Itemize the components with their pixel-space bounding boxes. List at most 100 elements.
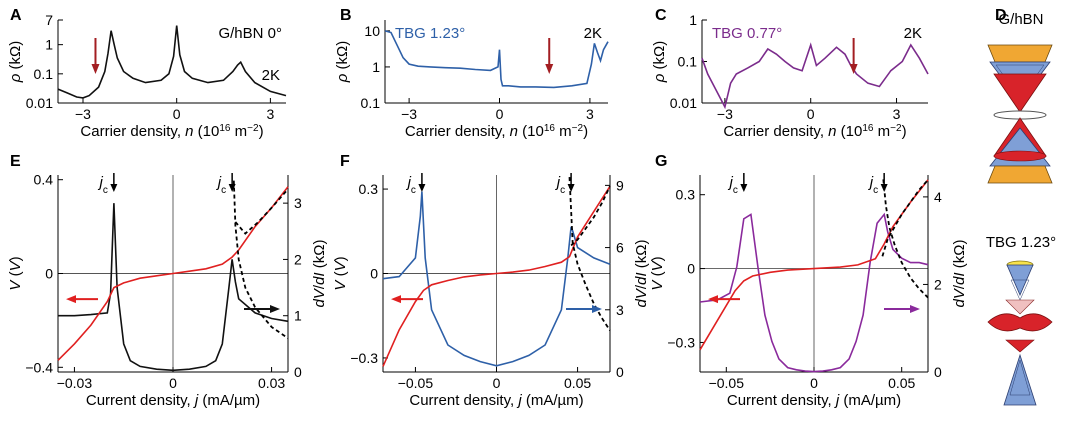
g-hbn-band-diagram — [987, 44, 1053, 184]
panel-f-left-arrowhead — [391, 295, 401, 304]
panel-g-y-axis-title: V (V) — [649, 256, 666, 290]
panel-g-left-arrowhead — [708, 295, 718, 304]
panel-f-y2-tick-label: 0 — [616, 364, 624, 380]
panel-f-y2-axis-title: dV/dI (kΩ) — [633, 240, 650, 308]
panel-f-y-axis-title: V (V) — [332, 256, 349, 290]
panel-g-fit-line — [882, 179, 929, 299]
panel-c-series-line — [701, 42, 929, 110]
panel-f-jc-label: jc — [555, 174, 565, 196]
panel-g-jc-arrowhead — [740, 184, 748, 192]
panel-f-y-tick-label: 0 — [370, 266, 378, 282]
panel-e-y2-tick-label: 2 — [294, 251, 302, 267]
panel-f-y2-tick-label: 9 — [616, 177, 624, 193]
panel-f-fit-line — [568, 177, 611, 331]
panel-f-y-tick-label: 0.3 — [359, 181, 379, 197]
panel-e-y2-tick-label: 0 — [294, 364, 302, 380]
panel-f: F −0.05 0 0.05 −0.3 0 0.3 0 3 6 9 Current density, … — [332, 153, 650, 409]
panel-e-y2-tick-label: 1 — [294, 308, 302, 324]
panel-g-letter: G — [655, 153, 667, 170]
panel-b-x-tick-label: 3 — [586, 106, 594, 122]
panel-e-jc-arrowhead — [228, 184, 236, 192]
panel-b-sample-label: TBG 1.23° — [395, 25, 465, 42]
panel-c-y-tick-label: 1 — [689, 12, 697, 28]
panel-d-bottom-label: TBG 1.23° — [986, 234, 1056, 251]
panel-g-v-line — [699, 179, 929, 351]
panel-c-marker-arrowhead — [849, 64, 858, 74]
panel-b-y-tick-label: 10 — [364, 23, 380, 39]
panel-e-fit-line — [234, 188, 289, 235]
panel-b-y-tick-label: 1 — [372, 59, 380, 75]
panel-e-v-line — [57, 186, 289, 361]
panel-g-x-tick-label: 0.05 — [888, 375, 915, 391]
panel-e-x-tick-label: 0.03 — [258, 375, 285, 391]
panel-g-fit-line — [881, 179, 929, 257]
panel-e-y-axis-title: V (V) — [7, 256, 24, 290]
panel-a-y-tick-label: 0.01 — [26, 95, 53, 111]
panel-e-y-tick-label: −0.4 — [25, 359, 53, 375]
panel-f-fit-line — [570, 185, 611, 247]
panel-e-jc-label: jc — [216, 174, 226, 196]
panel-letter-d: D — [995, 7, 1007, 24]
panel-g-y2-axis-title: dV/dI (kΩ) — [951, 240, 968, 308]
panel-f-y2-tick-label: 6 — [616, 240, 624, 256]
panel-e-didv-line — [58, 203, 289, 372]
panel-b: B −3 0 3 0.1 1 10 Carrier density, n (1016 m−2)… — [334, 7, 609, 141]
panel-b-letter: B — [340, 7, 352, 24]
panel-g-y2-tick-label: 2 — [934, 276, 942, 292]
panel-g-x-axis-title: Current density, j (mA/µm) — [727, 392, 901, 409]
panel-a: A −3 0 3 0.01 0.1 1 7 Carrier density, n (1016 m… — [7, 7, 287, 141]
panel-e-jc-label: jc — [98, 174, 108, 196]
panel-a-sample-label: G/hBN 0° — [218, 25, 282, 42]
panel-f-v-line — [382, 185, 611, 367]
panel-e-letter: E — [10, 153, 21, 170]
panel-a-letter: A — [10, 7, 22, 24]
panel-b-marker-arrowhead — [545, 64, 554, 74]
panel-e: E −0.03 0 0.03 −0.4 0 0.4 0 1 2 3 Current density, … — [7, 153, 328, 409]
panel-b-x-tick-label: 0 — [496, 106, 504, 122]
panel-c-temperature: 2K — [904, 25, 922, 42]
panel-a-x-axis-title: Carrier density, n (1016 m−2) — [80, 123, 263, 141]
panel-g-x-tick-label: 0 — [810, 375, 818, 391]
panel-f-y2-tick-label: 3 — [616, 302, 624, 318]
panel-e-y2-tick-label: 3 — [294, 195, 302, 211]
panel-g-jc-label: jc — [728, 174, 738, 196]
panel-e-x-tick-label: −0.03 — [57, 375, 93, 391]
panel-d: D G/hBN TBG 1.23° — [986, 7, 1056, 406]
panel-e-y2-axis-title: dV/dI (kΩ) — [311, 240, 328, 308]
panel-g-y-tick-label: 0.3 — [676, 187, 696, 203]
panel-f-letter: F — [340, 153, 350, 170]
panel-b-y-tick-label: 0.1 — [361, 95, 381, 111]
panel-b-x-axis-title: Carrier density, n (1016 m−2) — [405, 123, 588, 141]
panel-f-x-tick-label: −0.05 — [398, 375, 434, 391]
panel-f-jc-label: jc — [406, 174, 416, 196]
panel-a-x-tick-label: −3 — [75, 106, 91, 122]
panel-b-y-axis-title: ρ (kΩ) — [334, 41, 351, 83]
panel-e-fit-line — [232, 180, 289, 339]
panel-a-y-tick-label: 7 — [45, 12, 53, 28]
panel-e-right-arrowhead — [270, 304, 280, 313]
panel-a-y-tick-label: 1 — [45, 37, 53, 53]
panel-f-x-axis-title: Current density, j (mA/µm) — [409, 392, 583, 409]
panel-g-y2-tick-label: 0 — [934, 364, 942, 380]
panel-f-right-arrowhead — [592, 304, 602, 313]
panel-c-x-tick-label: 3 — [893, 106, 901, 122]
panel-a-x-tick-label: 0 — [173, 106, 181, 122]
panel-c-x-axis-title: Carrier density, n (1016 m−2) — [723, 123, 906, 141]
panel-g-y-tick-label: 0 — [687, 261, 695, 277]
panel-f-jc-arrowhead — [567, 184, 575, 192]
panel-c-y-axis-title: ρ (kΩ) — [651, 41, 668, 83]
panel-b-series-line — [384, 30, 609, 89]
panel-e-x-axis-title: Current density, j (mA/µm) — [86, 392, 260, 409]
panel-g-y2-tick-label: 4 — [934, 189, 942, 205]
panel-c: C −3 0 3 0.01 0.1 1 Carrier density, n (1016 m−… — [651, 7, 929, 141]
panel-g-jc-arrowhead — [880, 184, 888, 192]
panel-e-jc-arrowhead — [110, 184, 118, 192]
panel-a-series-line — [57, 25, 287, 99]
charts-layer: A −3 0 3 0.01 0.1 1 7 Carrier density, n (1016 m… — [7, 7, 968, 409]
panel-c-x-tick-label: −3 — [717, 106, 733, 122]
panel-a-marker-arrowhead — [91, 64, 100, 74]
panel-g-jc-label: jc — [868, 174, 878, 196]
panel-a-y-tick-label: 0.1 — [34, 66, 54, 82]
panel-e-left-arrowhead — [66, 295, 76, 304]
panel-g-x-tick-label: −0.05 — [709, 375, 745, 391]
